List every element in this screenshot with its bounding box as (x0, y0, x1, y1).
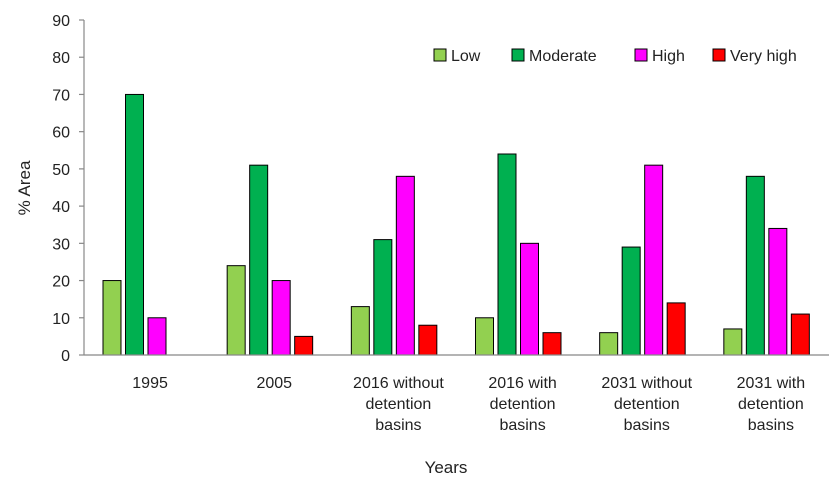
bar-very-high (790, 313, 810, 356)
x-axis-title: Years (425, 458, 468, 477)
legend-label: Low (451, 48, 481, 65)
legend: Low Moderate High Very high (433, 48, 797, 65)
legend-swatch (712, 48, 726, 62)
y-tick-label: 30 (52, 236, 70, 253)
x-tick-label: 2016 with (488, 375, 557, 392)
y-tick-label: 20 (52, 274, 70, 291)
bars (102, 93, 810, 356)
bar-very-high (294, 335, 314, 356)
bar-high (520, 242, 539, 356)
legend-item: Moderate (511, 48, 597, 65)
y-axis-title: % Area (15, 160, 34, 215)
y-tick-label: 50 (52, 162, 70, 179)
x-tick-label: 2031 with (737, 375, 806, 392)
bar-very-high (666, 302, 686, 356)
x-tick-label: basins (748, 417, 794, 434)
x-tick-label: 2031 without (601, 375, 692, 392)
x-axis: 1995 2005 2016 without detention basins 2016 … (84, 354, 829, 434)
legend-swatch (634, 48, 648, 62)
bar-low (475, 317, 494, 356)
bar-high (644, 164, 664, 356)
legend-swatch (433, 48, 447, 62)
y-axis: 0 10 20 30 40 50 60 70 80 90 (52, 13, 85, 365)
x-tick-label: basins (624, 417, 670, 434)
bar-moderate (125, 93, 144, 356)
x-tick-label: basins (499, 417, 545, 434)
x-tick-label: detention (490, 396, 556, 413)
x-tick-label: detention (365, 396, 431, 413)
bar-moderate (373, 239, 393, 356)
bar-very-high (542, 332, 562, 356)
x-tick-label: 2016 without (353, 375, 444, 392)
legend-item: Very high (712, 48, 797, 65)
y-tick-label: 10 (52, 311, 70, 328)
bar-low (599, 332, 619, 356)
bar-group (475, 153, 562, 356)
bar-moderate (621, 246, 641, 356)
x-tick-label: basins (375, 417, 421, 434)
y-tick-label: 0 (61, 348, 70, 365)
bar-high (147, 317, 167, 356)
x-tick-label: 2005 (256, 375, 292, 392)
x-tick-label: detention (738, 396, 804, 413)
bar-high (271, 280, 291, 356)
legend-label: Very high (730, 48, 797, 65)
bar-low (723, 328, 743, 356)
y-tick-label: 40 (52, 199, 70, 216)
legend-label: High (652, 48, 685, 65)
bar-very-high (418, 324, 438, 356)
y-tick-label: 90 (52, 13, 70, 30)
x-tick-label: 1995 (132, 375, 168, 392)
bar-low (226, 265, 246, 356)
bar-group (226, 164, 314, 356)
x-tick-label: detention (614, 396, 680, 413)
bar-high (768, 227, 788, 356)
bar-high (395, 175, 415, 356)
bar-moderate (745, 175, 765, 356)
legend-item: High (634, 48, 685, 65)
bar-group (723, 175, 810, 356)
bar-group (102, 93, 167, 356)
bar-moderate (497, 153, 517, 356)
legend-item: Low (433, 48, 481, 65)
y-tick-label: 60 (52, 125, 70, 142)
bar-moderate (249, 164, 269, 356)
legend-swatch (511, 48, 525, 62)
bar-group (599, 164, 686, 356)
legend-label: Moderate (529, 48, 597, 65)
bar-group (350, 175, 438, 356)
bar-low (102, 280, 122, 356)
y-tick-label: 80 (52, 50, 70, 67)
y-tick-label: 70 (52, 87, 70, 104)
bar-low (350, 306, 370, 356)
